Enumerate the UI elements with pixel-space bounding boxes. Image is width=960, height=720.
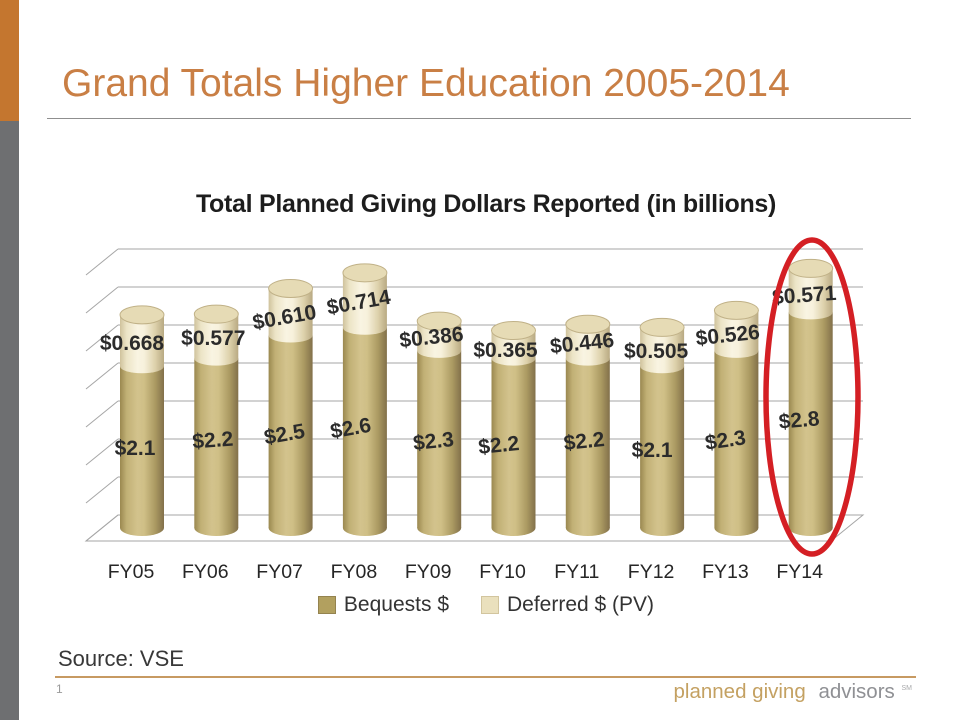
segment-junction	[417, 343, 462, 358]
source-text: Source: VSE	[58, 646, 184, 671]
bequests-segment	[640, 366, 685, 528]
highlight-ellipse	[763, 237, 861, 557]
legend-item-deferred: Deferred $ (PV)	[481, 593, 654, 617]
bequests-value-label: $2.8	[778, 407, 821, 434]
bequests-segment	[120, 366, 164, 528]
bequests-value-label: $2.1	[632, 439, 673, 462]
bequests-segment	[491, 358, 536, 528]
segment-junction	[342, 320, 387, 335]
segment-junction	[714, 343, 759, 358]
gridline-side-tick	[85, 514, 119, 542]
gridline-side-tick	[85, 248, 119, 276]
title-underline	[47, 118, 911, 119]
category-label: FY11	[554, 561, 599, 583]
cylinder-bar-FY11	[565, 314, 611, 536]
deferred-value-label: $0.505	[624, 340, 689, 363]
bequests-segment	[714, 350, 759, 528]
cylinder-top-cap	[193, 304, 239, 324]
cylinder-bar-FY13	[713, 300, 759, 536]
cylinder-top-cap	[565, 314, 611, 334]
segment-junction	[788, 305, 833, 320]
deferred-value-label: $0.365	[473, 339, 538, 362]
legend-label-bequests: Bequests $	[343, 593, 449, 616]
cylinder-top-cap	[268, 279, 314, 299]
segment-junction	[268, 328, 313, 343]
footer-line	[55, 676, 916, 678]
category-label: FY13	[702, 561, 749, 583]
cylinder-top-cap	[491, 320, 536, 340]
cylinder-top-cap	[416, 311, 462, 331]
accent-bar-gray	[0, 121, 19, 720]
cylinder-bar-FY10	[491, 320, 536, 536]
bequests-segment	[788, 312, 833, 528]
gridline-side-tick	[85, 400, 119, 428]
category-label: FY12	[628, 561, 675, 583]
bequests-value-label: $2.1	[115, 437, 156, 460]
gridline-side-tick	[85, 438, 119, 466]
accent-bar-orange	[0, 0, 19, 121]
deferred-swatch-icon	[481, 596, 499, 614]
cylinder-top-cap	[342, 263, 388, 283]
segment-junction	[120, 359, 164, 374]
bequests-value-label: $2.2	[477, 432, 520, 459]
slide-title: Grand Totals Higher Education 2005-2014	[62, 62, 790, 105]
bequests-value-label: $2.3	[412, 428, 455, 455]
cylinder-bar-FY07	[268, 279, 314, 536]
category-label: FY14	[776, 561, 823, 583]
cylinder-bar-FY12	[639, 317, 685, 536]
bequests-segment	[268, 335, 313, 528]
bequests-segment	[342, 327, 387, 528]
company-logo: planned giving advisors SM	[674, 680, 912, 704]
bequests-swatch-icon	[317, 596, 336, 614]
gridline-side-tick	[85, 324, 119, 352]
segment-junction	[194, 351, 239, 366]
segment-junction	[491, 351, 536, 366]
cylinder-bar-FY09	[416, 311, 462, 536]
gridline-side-tick	[85, 286, 119, 314]
deferred-value-label: $0.577	[181, 327, 245, 350]
chart-title: Total Planned Giving Dollars Reported (i…	[195, 190, 777, 218]
chart-bars	[119, 258, 834, 536]
cylinder-top-cap	[119, 305, 165, 325]
cylinder-bar-FY06	[193, 304, 239, 536]
bequests-segment	[565, 358, 610, 528]
cylinder-bar-FY08	[342, 263, 388, 536]
bequests-segment	[417, 350, 462, 528]
category-label: FY10	[479, 561, 526, 583]
gridline-side-tick	[85, 476, 119, 504]
gridline-side-tick	[85, 362, 119, 390]
segment-junction	[640, 359, 685, 374]
bequests-value-label: $2.3	[704, 426, 748, 454]
cylinder-top-cap	[788, 258, 834, 278]
page-number: 1	[56, 682, 63, 696]
chart-labels: FY05$0.668$2.1FY06$0.577$2.2FY07$0.610$2…	[100, 282, 838, 583]
logo-planned-giving: planned giving	[673, 680, 806, 703]
category-label: FY05	[108, 561, 155, 583]
deferred-value-label: $0.668	[100, 332, 165, 355]
legend-item-bequests: Bequests $	[317, 593, 449, 617]
category-label: FY06	[182, 561, 229, 583]
bequests-segment	[194, 358, 239, 528]
bequests-value-label: $2.2	[192, 428, 234, 454]
category-label: FY09	[405, 561, 452, 583]
cylinder-bar-FY05	[119, 305, 165, 536]
cylinder-bar-FY14	[788, 258, 834, 536]
cylinder-top-cap	[639, 317, 685, 337]
legend-label-deferred: Deferred $ (PV)	[507, 593, 655, 616]
cylinder-top-cap	[713, 300, 759, 320]
category-label: FY08	[331, 561, 378, 583]
chart-annotation	[763, 237, 861, 557]
bequests-value-label: $2.2	[563, 428, 606, 455]
deferred-value-label: $0.571	[771, 282, 837, 309]
logo-trademark: SM	[901, 685, 913, 693]
chart-legend: Bequests $ Deferred $ (PV)	[60, 593, 912, 617]
category-label: FY07	[256, 561, 303, 583]
segment-junction	[565, 351, 610, 366]
logo-advisors: advisors	[818, 680, 895, 703]
